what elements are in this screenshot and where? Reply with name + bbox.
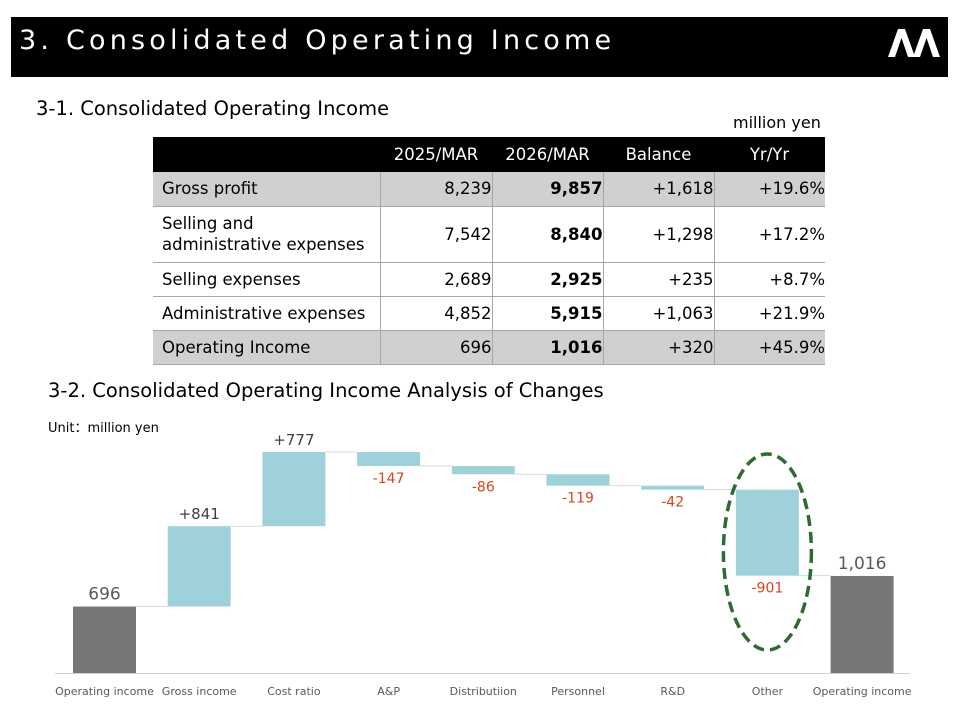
yoy-cell: +21.9% [714, 296, 825, 331]
table-header-cell: 2026/MAR [492, 137, 603, 172]
row-label-cell: Selling and administrative expenses [153, 206, 381, 263]
company-logo-icon [888, 29, 940, 57]
balance-cell: +1,063 [603, 296, 715, 331]
data-label: +841 [179, 505, 220, 523]
bar-operating-income [73, 606, 136, 673]
curr-year-cell: 8,840 [492, 206, 604, 263]
operating-income-table: 2025/MAR 2026/MAR Balance Yr/Yr Gross pr… [153, 137, 825, 365]
bar-a-p [357, 452, 421, 467]
prev-year-cell: 7,542 [380, 206, 493, 263]
data-label: -119 [562, 491, 594, 507]
data-label: -42 [661, 495, 684, 511]
yoy-cell: +8.7% [714, 262, 825, 297]
balance-cell: +1,618 [603, 172, 715, 207]
curr-year-cell: 2,925 [492, 262, 604, 297]
balance-cell: +320 [603, 330, 715, 365]
chart-unit-label: Unit：million yen [48, 421, 159, 436]
prev-year-cell: 4,852 [380, 296, 493, 331]
category-label: Personnel [551, 685, 605, 698]
bar-distributiion [451, 466, 515, 475]
table-header-row: 2025/MAR 2026/MAR Balance Yr/Yr [153, 137, 825, 172]
data-label: 696 [88, 585, 120, 605]
category-label: R&D [660, 685, 685, 698]
bar-other [735, 489, 799, 576]
category-label: Operating income [813, 685, 912, 698]
category-label: Distributiion [450, 685, 517, 698]
header-bar: 3. Consolidated Operating Income [11, 17, 948, 77]
curr-year-cell: 5,915 [492, 296, 604, 331]
table-row: Selling and administrative expenses 7,542 8… [153, 206, 825, 263]
table-row: Operating Income 696 1,016 +320 +45.9% [153, 330, 825, 365]
page-title: 3. Consolidated Operating Income [19, 25, 616, 56]
yoy-cell: +17.2% [714, 206, 825, 263]
table-row: Selling expenses 2,689 2,925 +235 +8.7% [153, 262, 825, 297]
bar-operating-income [830, 575, 894, 673]
table-row: Gross profit 8,239 9,857 +1,618 +19.6% [153, 172, 825, 207]
table-header-cell: Balance [603, 137, 714, 172]
bar-gross-income [167, 526, 231, 607]
row-label-cell: Selling expenses [153, 262, 381, 297]
balance-cell: +235 [603, 262, 715, 297]
highlight-ellipse [721, 452, 814, 652]
bar-r-d [641, 485, 705, 490]
data-label: -901 [752, 581, 784, 597]
category-label: Other [752, 685, 784, 698]
table-header-cell: 2025/MAR [380, 137, 492, 172]
data-label: +777 [273, 431, 314, 449]
prev-year-cell: 2,689 [380, 262, 493, 297]
category-label: Cost ratio [267, 685, 321, 698]
table-header-cell [153, 137, 380, 172]
curr-year-cell: 9,857 [492, 172, 604, 207]
table-header-cell: Yr/Yr [714, 137, 825, 172]
prev-year-cell: 696 [380, 330, 493, 365]
table-row: Administrative expenses 4,852 5,915 +1,063 +… [153, 296, 825, 331]
section-title-operating-income: 3-1. Consolidated Operating Income [36, 97, 390, 120]
category-label: Gross income [162, 685, 237, 698]
curr-year-cell: 1,016 [492, 330, 604, 365]
row-label-cell: Administrative expenses [153, 296, 381, 331]
yoy-cell: +45.9% [714, 330, 825, 365]
bar-cost-ratio [262, 452, 326, 527]
data-label: 1,016 [838, 554, 887, 574]
section-title-analysis-of-changes: 3-2. Consolidated Operating Income Analy… [48, 379, 604, 402]
yoy-cell: +19.6% [714, 172, 825, 207]
row-label-cell: Operating Income [153, 330, 381, 365]
row-label-cell: Gross profit [153, 172, 381, 207]
category-label: Operating income [55, 685, 154, 698]
table-unit-label: million yen [733, 113, 821, 132]
balance-cell: +1,298 [603, 206, 715, 263]
bar-personnel [546, 474, 610, 486]
prev-year-cell: 8,239 [380, 172, 493, 207]
data-label: -147 [373, 471, 405, 487]
data-label: -86 [472, 479, 495, 495]
category-label: A&P [377, 685, 400, 698]
